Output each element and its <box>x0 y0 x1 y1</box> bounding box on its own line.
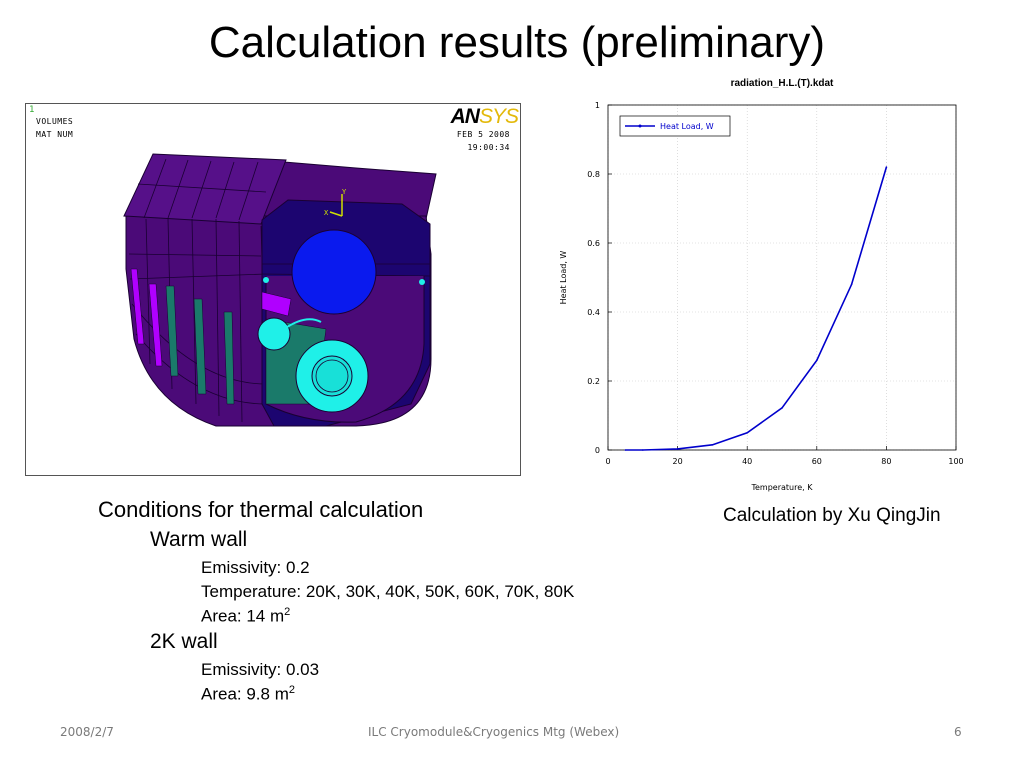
slide-title: Calculation results (preliminary) <box>208 18 826 67</box>
y-tick-label: 0 <box>595 446 600 455</box>
axis-y-label: Y <box>342 188 347 196</box>
data-point <box>746 431 748 434</box>
data-point <box>850 283 853 286</box>
chart-title: radiation_H.L.(T).kdat <box>731 78 834 89</box>
cold-wall-area: Area: 9.8 m2 <box>201 684 295 704</box>
cryomodule-cross-section <box>123 153 437 427</box>
ansys-plot-info: VOLUMES MAT NUM <box>36 115 73 141</box>
y-tick-label: 0.2 <box>587 377 600 386</box>
data-point <box>642 449 644 451</box>
legend-box <box>619 115 731 137</box>
cold-wall-emissivity: Emissivity: 0.03 <box>201 660 320 679</box>
data-point <box>816 359 818 362</box>
x-axis-label: Temperature, K <box>750 483 813 492</box>
x-tick-label: 40 <box>742 457 752 466</box>
matnum-label: MAT NUM <box>36 130 74 139</box>
plot-frame <box>607 104 957 451</box>
footer-page-number: 6 <box>954 725 962 739</box>
ansys-time: 19:00:34 <box>467 143 510 152</box>
data-point <box>624 449 627 451</box>
data-point <box>676 448 679 450</box>
ansys-logo: ANSYS <box>450 105 519 128</box>
legend-label: Heat Load, W <box>660 122 714 131</box>
series-line <box>625 166 888 451</box>
data-point <box>885 166 888 168</box>
conditions-heading: Conditions for thermal calculation <box>98 497 424 522</box>
y-tick-label: 0.8 <box>587 170 600 179</box>
axis-x-label: X <box>324 209 329 217</box>
ansys-timestamp: FEB 5 2008 19:00:34 <box>457 128 510 154</box>
warm-wall-heading: Warm wall <box>150 528 248 551</box>
warm-wall-area: Area: 14 m2 <box>201 606 291 626</box>
y-tick-label: 1 <box>595 101 600 110</box>
warm-wall-emissivity: Emissivity: 0.2 <box>201 558 310 577</box>
y-axis-label: Heat Load, W <box>559 251 568 305</box>
footer-meeting: ILC Cryomodule&Cryogenics Mtg (Webex) <box>368 725 620 739</box>
x-tick-label: 60 <box>812 457 822 466</box>
y-tick-label: 0.6 <box>587 239 600 248</box>
ansys-date: FEB 5 2008 <box>456 130 510 139</box>
y-tick-label: 0.4 <box>587 308 600 317</box>
x-tick-label: 20 <box>673 457 683 466</box>
x-tick-label: 0 <box>605 457 610 466</box>
heat-load-chart: radiation_H.L.(T).kdat 0 20 40 60 80 100 0 0.2 0.… <box>559 78 964 492</box>
legend-marker <box>638 124 642 128</box>
credit-text: Calculation by Xu QingJin <box>723 505 941 526</box>
window-number: 1 <box>29 105 35 115</box>
x-tick-label: 80 <box>881 457 891 466</box>
data-point <box>781 407 783 409</box>
volumes-label: VOLUMES <box>36 117 74 126</box>
cold-wall-heading: 2K wall <box>150 630 218 653</box>
ansys-model-image: 1 VOLUMES MAT NUM FEB 5 2008 19:00:34 AN… <box>25 103 521 476</box>
warm-wall-temperature: Temperature: 20K, 30K, 40K, 50K, 60K, 70… <box>201 582 575 601</box>
footer-date: 2008/2/7 <box>60 725 114 739</box>
data-point <box>711 444 714 446</box>
x-tick-label: 100 <box>948 457 963 466</box>
